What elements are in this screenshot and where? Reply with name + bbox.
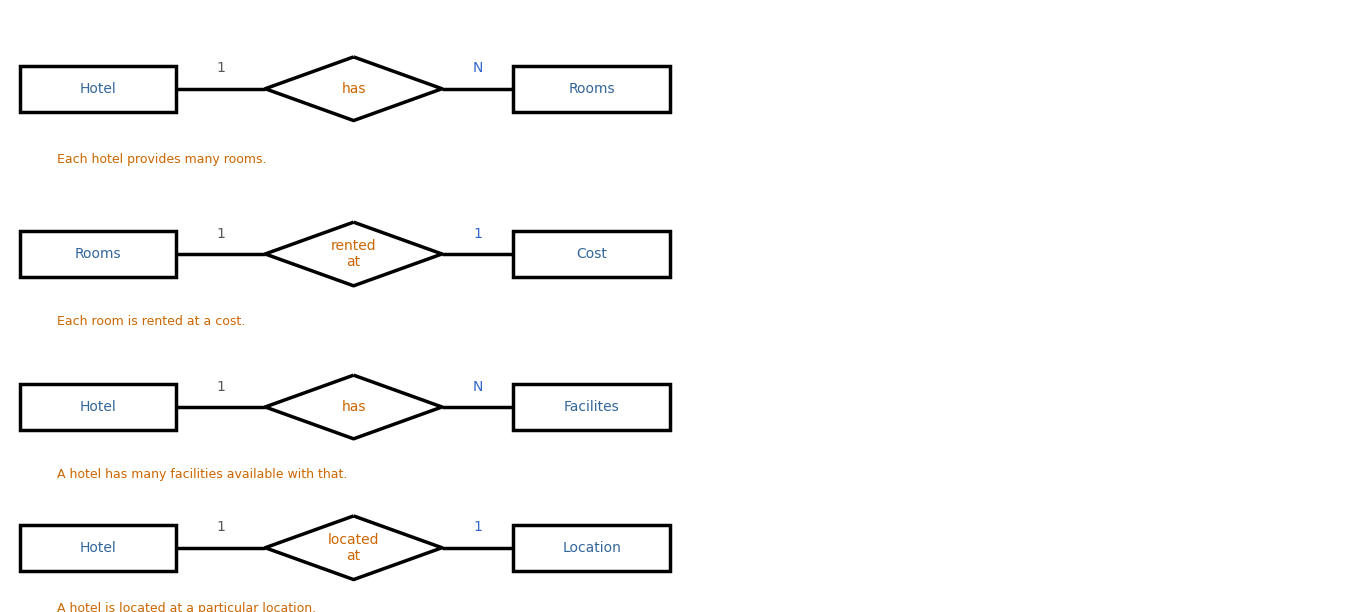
Text: Facilites: Facilites bbox=[564, 400, 619, 414]
Text: Hotel: Hotel bbox=[79, 400, 117, 414]
Text: A hotel has many facilities available with that.: A hotel has many facilities available wi… bbox=[57, 468, 348, 481]
Text: rented
at: rented at bbox=[330, 239, 377, 269]
Bar bbox=[514, 231, 669, 277]
Text: Location: Location bbox=[562, 541, 622, 554]
Bar bbox=[514, 524, 669, 570]
Text: N: N bbox=[472, 379, 483, 394]
Text: 1: 1 bbox=[473, 226, 483, 241]
Text: Rooms: Rooms bbox=[75, 247, 121, 261]
Bar bbox=[514, 66, 669, 111]
Text: A hotel is located at a particular location.: A hotel is located at a particular locat… bbox=[57, 602, 317, 612]
Bar bbox=[19, 384, 177, 430]
Text: Hotel: Hotel bbox=[79, 541, 117, 554]
Text: Hotel: Hotel bbox=[79, 82, 117, 95]
Text: has: has bbox=[341, 400, 366, 414]
Bar bbox=[514, 384, 669, 430]
Text: Cost: Cost bbox=[577, 247, 607, 261]
Text: Each hotel provides many rooms.: Each hotel provides many rooms. bbox=[57, 152, 267, 166]
Text: 1: 1 bbox=[473, 520, 483, 534]
Text: 1: 1 bbox=[216, 226, 226, 241]
Text: 1: 1 bbox=[216, 61, 226, 75]
Bar bbox=[19, 231, 177, 277]
Bar bbox=[19, 524, 177, 570]
Text: Each room is rented at a cost.: Each room is rented at a cost. bbox=[57, 315, 245, 328]
Text: located
at: located at bbox=[328, 532, 379, 563]
Text: 1: 1 bbox=[216, 520, 226, 534]
Text: has: has bbox=[341, 82, 366, 95]
Text: Rooms: Rooms bbox=[568, 82, 615, 95]
Text: N: N bbox=[472, 61, 483, 75]
Bar bbox=[19, 66, 177, 111]
Text: 1: 1 bbox=[216, 379, 226, 394]
